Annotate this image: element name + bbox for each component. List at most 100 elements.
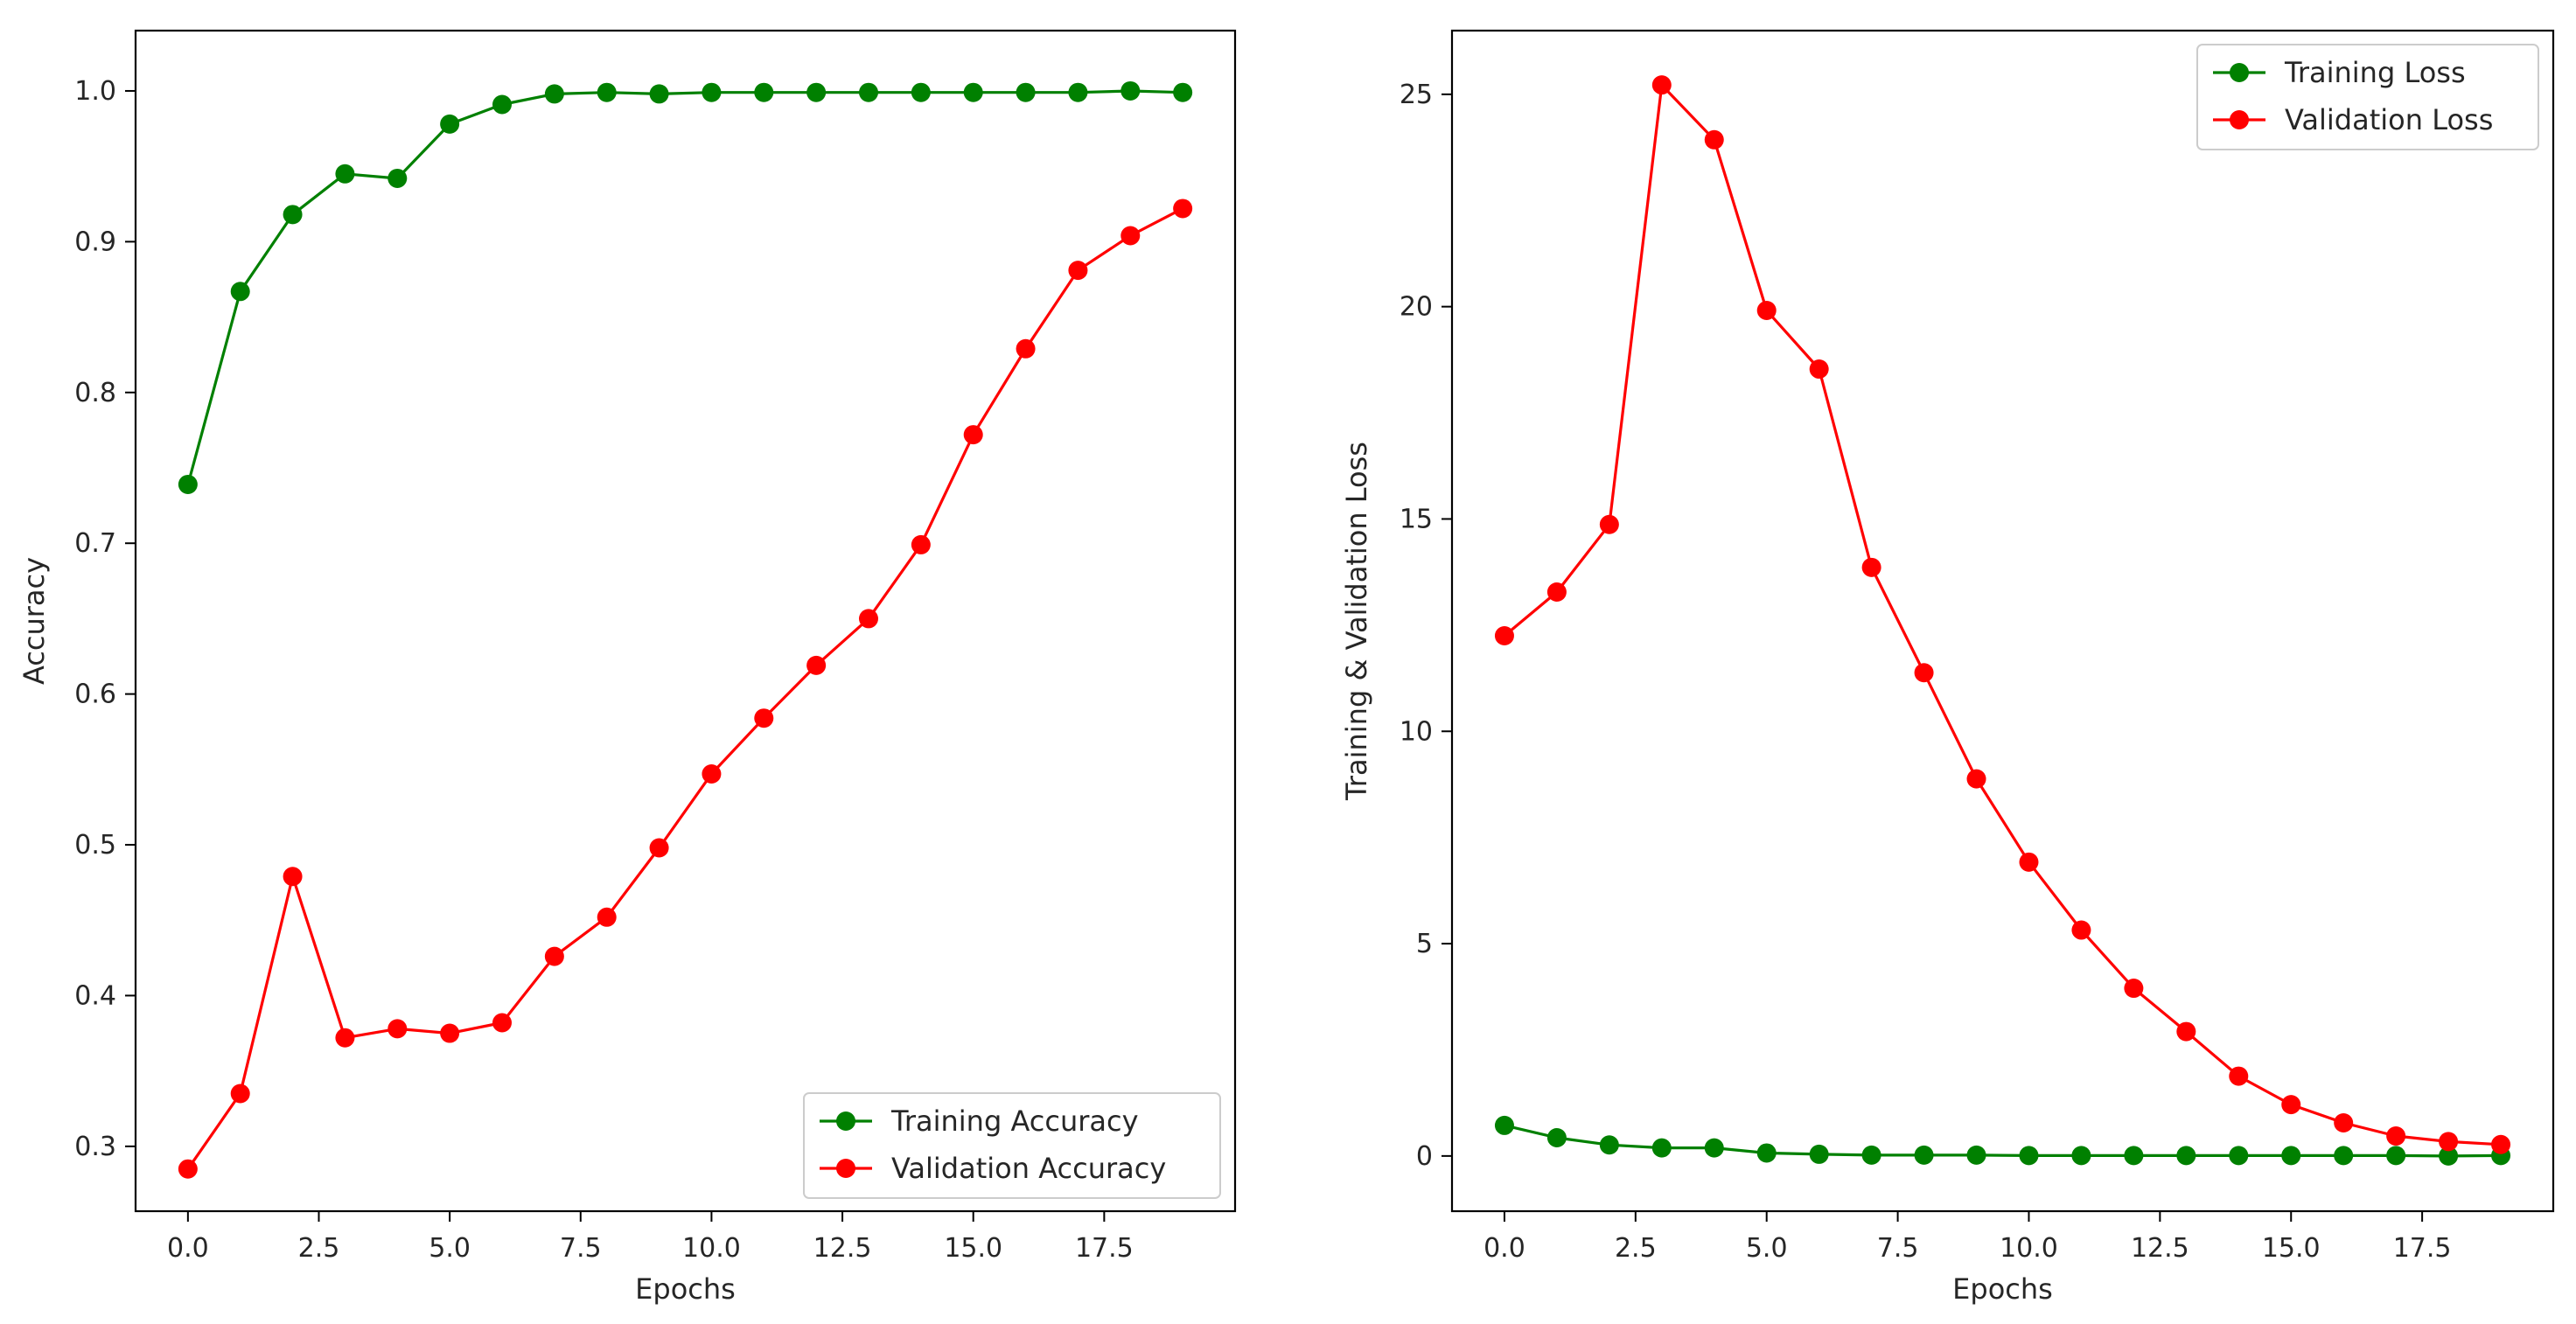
chart1-x-tick-label: 2.5: [298, 1233, 340, 1264]
chart1-x-tick-label: 5.0: [429, 1233, 471, 1264]
chart2-y-tick-label: 20: [1400, 292, 1433, 323]
chart1-data-point: [178, 474, 198, 494]
chart2-legend-label: Validation Loss: [2285, 103, 2493, 136]
chart2-data-point: [1546, 582, 1567, 602]
chart1-data-point: [859, 82, 878, 102]
chart2-axes-frame: [1450, 29, 2555, 1213]
chart2-x-tick-label: 2.5: [1615, 1233, 1657, 1264]
chart1-data-point: [440, 114, 460, 134]
chart1-data-point: [335, 1028, 355, 1048]
chart1-x-tick-label: 12.5: [813, 1233, 872, 1264]
chart2-x-tick-label: 12.5: [2131, 1233, 2189, 1264]
chart1-data-point: [1068, 82, 1088, 102]
chart2-data-point: [1861, 1145, 1881, 1165]
chart2-x-tick-label: 10.0: [2000, 1233, 2058, 1264]
chart2-legend-marker: [2230, 110, 2249, 129]
chart1-y-tick-label: 0.6: [74, 679, 116, 710]
chart1-data-point: [1120, 80, 1141, 101]
chart1-data-point: [911, 82, 931, 102]
chart1-legend-item-2: Validation Accuracy: [820, 1152, 1166, 1185]
chart2-data-point: [2334, 1146, 2354, 1166]
chart2-legend: Training Loss Validation Loss: [2196, 44, 2539, 150]
chart2-data-point: [2439, 1132, 2459, 1152]
chart2-x-tick-label: 7.5: [1877, 1233, 1919, 1264]
chart2-data-point: [2124, 1146, 2144, 1166]
chart1-data-point: [492, 94, 512, 115]
chart1-data-point: [649, 84, 669, 104]
chart1-x-tick-label: 10.0: [682, 1233, 741, 1264]
chart1-data-point: [1016, 82, 1036, 102]
chart1-data-point: [597, 82, 617, 102]
chart1-y-tick-label: 1.0: [74, 76, 116, 107]
chart2-data-point: [2229, 1146, 2249, 1166]
chart2-y-axis-label: Training & Validation Loss: [1340, 442, 1373, 801]
chart1-x-tick-label: 0.0: [167, 1233, 209, 1264]
chart2-data-point: [1861, 557, 1881, 577]
chart1-data-point: [754, 82, 774, 102]
chart1-y-axis-label: Accuracy: [17, 557, 51, 685]
chart2-legend-item-2: Validation Loss: [2213, 103, 2493, 136]
chart2-data-point: [1546, 1127, 1567, 1147]
chart1-data-point: [1016, 338, 1036, 359]
chart1-data-point: [1173, 199, 1193, 219]
chart2-data-point: [1651, 1138, 1672, 1158]
chart2-panel: 0.0 2.5 5.0 7.5 10.0 12.5 15.0 17.5 0 5 10 15 20 25 Ep…: [1340, 29, 2555, 1306]
chart1-legend: Training Accuracy Validation Accuracy: [803, 1092, 1221, 1199]
chart2-data-point: [1756, 301, 1777, 321]
chart2-data-point: [2124, 979, 2144, 999]
chart2-series-validation: [1494, 75, 2511, 1154]
chart1-panel: 0.0 2.5 5.0 7.5 10.0 12.5 15.0 17.5 0.3 0.4 0.5 0.6…: [17, 29, 1237, 1306]
chart2-data-point: [2176, 1146, 2196, 1166]
chart1-data-point: [283, 205, 303, 225]
chart1-y-tick-label: 0.5: [74, 830, 116, 861]
chart2-legend-item-1: Training Loss: [2213, 56, 2466, 89]
chart2-data-point: [1756, 1143, 1777, 1163]
chart2-y-tick-label: 0: [1416, 1141, 1433, 1172]
chart2-y-tick-label: 10: [1400, 716, 1433, 747]
chart1-y-tick-label: 0.4: [74, 980, 116, 1011]
chart2-data-point: [2176, 1021, 2196, 1042]
chart2-legend-marker: [2230, 63, 2249, 82]
chart2-data-point: [2071, 920, 2091, 940]
chart2-x-tick-label: 17.5: [2393, 1233, 2452, 1264]
chart2-data-point: [1966, 769, 1986, 789]
chart1-data-point: [544, 84, 564, 104]
chart2-data-point: [2281, 1146, 2301, 1166]
chart1-data-point: [283, 867, 303, 887]
chart1-legend-marker: [836, 1159, 855, 1178]
chart1-data-point: [1120, 226, 1141, 246]
chart1-y-tick-label: 0.3: [74, 1132, 116, 1162]
chart2-y-tick-label: 15: [1400, 504, 1433, 534]
chart1-data-point: [387, 168, 408, 188]
chart2-legend-label: Training Loss: [2284, 56, 2466, 89]
chart2-data-point: [2281, 1095, 2301, 1115]
chart1-data-point: [806, 82, 827, 102]
chart2-data-point: [2491, 1134, 2511, 1154]
chart2-data-point: [2019, 1146, 2039, 1166]
chart1-data-point: [702, 82, 722, 102]
chart2-data-point: [1914, 663, 1934, 683]
chart2-x-tick-label: 0.0: [1483, 1233, 1525, 1264]
chart2-x-tick-label: 15.0: [2262, 1233, 2321, 1264]
chart2-y-tick-label: 25: [1400, 80, 1433, 110]
chart1-axes-frame: [134, 29, 1237, 1213]
chart1-data-point: [440, 1023, 460, 1043]
chart1-x-tick-label: 17.5: [1075, 1233, 1134, 1264]
chart1-data-point: [335, 164, 355, 184]
chart2-x-axis-label: Epochs: [1952, 1272, 2053, 1306]
chart2-series-line-2: [1503, 83, 2502, 1146]
chart2-data-point: [2229, 1066, 2249, 1086]
chart2-series-training: [1494, 1115, 2511, 1166]
chart1-data-point: [1068, 261, 1088, 281]
chart1-data-point: [597, 907, 617, 927]
chart2-x-tick-label: 5.0: [1746, 1233, 1788, 1264]
chart2-data-point: [1599, 514, 1619, 534]
chart2-data-point: [1809, 359, 1829, 380]
chart1-y-tick-label: 0.7: [74, 528, 116, 559]
chart1-series-line-1: [186, 89, 1183, 485]
chart2-data-point: [1599, 1135, 1619, 1155]
chart2-data-point: [1704, 1138, 1724, 1158]
chart1-legend-marker: [836, 1111, 855, 1131]
chart2-legend-frame: [2196, 44, 2539, 150]
